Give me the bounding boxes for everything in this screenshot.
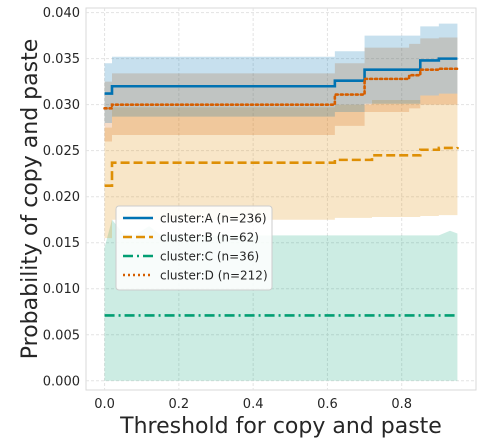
confidence-band-1 — [104, 93, 458, 239]
series-line-0 — [104, 57, 458, 95]
confidence-band-3 — [104, 37, 458, 142]
y-tick-label: 0.030 — [43, 98, 80, 113]
y-tick-label: 0.015 — [43, 236, 80, 251]
y-tick-label: 0.020 — [43, 190, 80, 205]
confidence-band-0 — [104, 23, 458, 124]
y-tick-label: 0.000 — [43, 374, 80, 389]
x-tick-label: 0.0 — [94, 397, 115, 412]
legend-label: cluster:C (n=36) — [160, 250, 259, 264]
x-tick-label: 0.2 — [169, 397, 190, 412]
y-tick-label: 0.010 — [43, 282, 80, 297]
series-line-3 — [103, 67, 459, 110]
legend-frame — [115, 205, 273, 291]
series-lines — [103, 57, 459, 317]
legend: cluster:A (n=236) cluster:B (n=62) cluster… — [115, 205, 273, 291]
y-tick-label: 0.025 — [43, 144, 80, 159]
plot-background — [85, 7, 477, 391]
grid — [86, 8, 476, 390]
y-axis-title: Probability of copy and paste — [18, 39, 43, 359]
legend-label: cluster:D (n=212) — [160, 269, 268, 283]
y-tick-label: 0.040 — [43, 6, 80, 21]
x-axis-ticks: 0.0 0.2 0.4 0.6 0.8 — [94, 397, 412, 412]
x-tick-label: 0.8 — [391, 397, 412, 412]
x-axis-title: Threshold for copy and paste — [119, 414, 442, 439]
legend-label: cluster:B (n=62) — [160, 231, 259, 245]
y-tick-label: 0.005 — [43, 328, 80, 343]
legend-label: cluster:A (n=236) — [160, 212, 267, 226]
x-tick-label: 0.6 — [317, 397, 338, 412]
y-axis-ticks: 0.000 0.005 0.010 0.015 0.020 0.025 0.030 0.035… — [43, 6, 80, 389]
x-tick-label: 0.4 — [243, 397, 264, 412]
y-tick-label: 0.035 — [43, 52, 80, 67]
confidence-bands — [104, 23, 458, 381]
series-line-1 — [104, 146, 459, 187]
